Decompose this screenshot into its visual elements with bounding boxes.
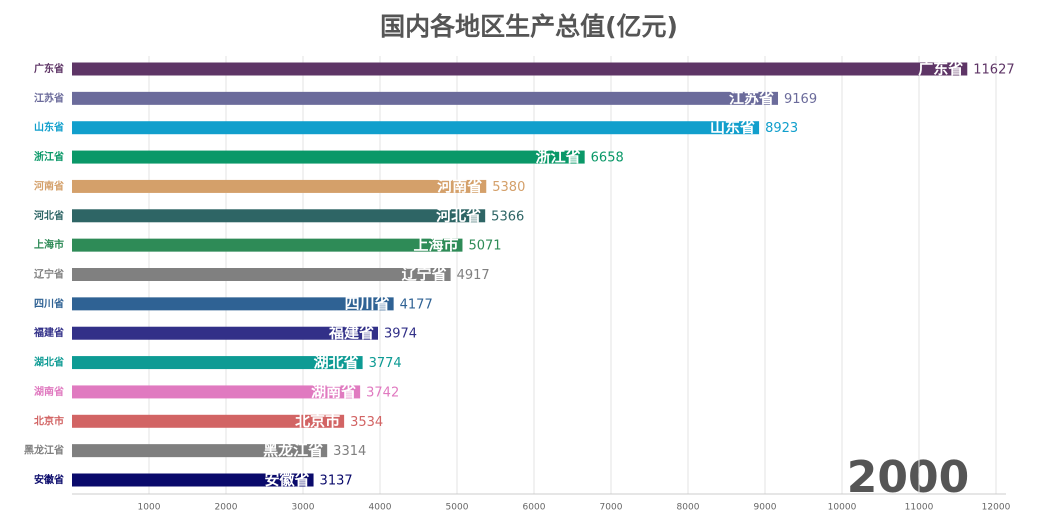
bar (72, 150, 585, 164)
x-tick-label: 8000 (677, 503, 700, 513)
bar-name-label: 辽宁省 (402, 265, 447, 283)
year-label: 2000 (847, 452, 969, 503)
bar (72, 326, 378, 340)
bar-name-label: 黑龙江省 (263, 441, 323, 459)
bar (72, 473, 314, 487)
value-label: 4177 (400, 297, 433, 312)
x-tick-label: 6000 (523, 503, 546, 513)
bar-name-label: 湖北省 (314, 353, 359, 371)
x-tick-label: 11000 (905, 503, 934, 513)
value-label: 8923 (765, 121, 798, 136)
bar (72, 268, 451, 281)
bar-name-label: 河南省 (437, 177, 482, 195)
bar (72, 238, 463, 252)
bar-name-label: 浙江省 (536, 148, 581, 166)
value-label: 3774 (369, 356, 402, 371)
bar-name-label: 广东省 (918, 60, 963, 78)
value-label: 4917 (457, 268, 490, 283)
value-label: 6658 (591, 151, 624, 166)
value-label: 3742 (366, 385, 399, 400)
value-label: 3314 (333, 444, 366, 459)
value-label: 3534 (350, 415, 383, 430)
bar-name-label: 四川省 (345, 294, 390, 312)
bar-name-label: 山东省 (710, 118, 755, 136)
x-tick-label: 7000 (600, 503, 623, 513)
value-label: 11627 (973, 63, 1014, 78)
y-tick-label: 四川省 (34, 297, 64, 310)
y-tick-label: 安徽省 (34, 473, 64, 486)
bar (72, 385, 361, 399)
y-tick-label: 辽宁省 (34, 268, 64, 281)
x-tick-label: 5000 (446, 503, 469, 513)
x-tick-label: 3000 (292, 503, 315, 513)
y-tick-label: 湖北省 (34, 356, 64, 369)
y-tick-label: 浙江省 (34, 150, 64, 163)
y-tick-label: 福建省 (33, 326, 64, 339)
bar (72, 62, 968, 76)
bar (72, 297, 394, 311)
bar (72, 179, 487, 193)
bar-name-label: 福建省 (328, 324, 374, 342)
y-tick-label: 湖南省 (34, 385, 64, 398)
x-tick-label: 1000 (138, 503, 161, 513)
bar (72, 91, 779, 105)
bar (72, 209, 486, 223)
bar (72, 356, 363, 370)
bar-name-label: 安徽省 (265, 471, 310, 489)
x-tick-label: 2000 (215, 503, 238, 513)
bar (72, 414, 345, 428)
value-label: 5071 (468, 239, 501, 254)
x-tick-label: 12000 (982, 503, 1011, 513)
value-label: 5366 (491, 209, 524, 224)
bar-name-label: 湖南省 (311, 382, 356, 400)
x-tick-label: 9000 (754, 503, 777, 513)
y-tick-label: 山东省 (34, 121, 64, 134)
value-label: 3974 (384, 327, 417, 342)
y-tick-label: 上海市 (34, 238, 64, 251)
bar-name-label: 上海市 (413, 236, 458, 254)
y-tick-label: 河南省 (34, 179, 64, 192)
value-label: 3137 (320, 474, 353, 489)
y-tick-label: 广东省 (34, 62, 64, 75)
bar-name-label: 江苏省 (729, 89, 774, 107)
bar (72, 444, 328, 458)
chart-title: 国内各地区生产总值(亿元) (380, 12, 678, 41)
value-label: 9169 (784, 92, 817, 107)
x-tick-label: 4000 (369, 503, 392, 513)
bar-name-label: 河北省 (436, 206, 481, 224)
bar (72, 121, 760, 135)
x-tick-label: 10000 (828, 503, 857, 513)
y-tick-label: 北京市 (34, 414, 64, 427)
y-tick-label: 黑龙江省 (24, 444, 64, 457)
y-tick-label: 河北省 (34, 209, 64, 222)
bar-name-label: 北京市 (295, 412, 340, 430)
value-label: 5380 (492, 180, 525, 195)
y-tick-label: 江苏省 (34, 91, 64, 104)
